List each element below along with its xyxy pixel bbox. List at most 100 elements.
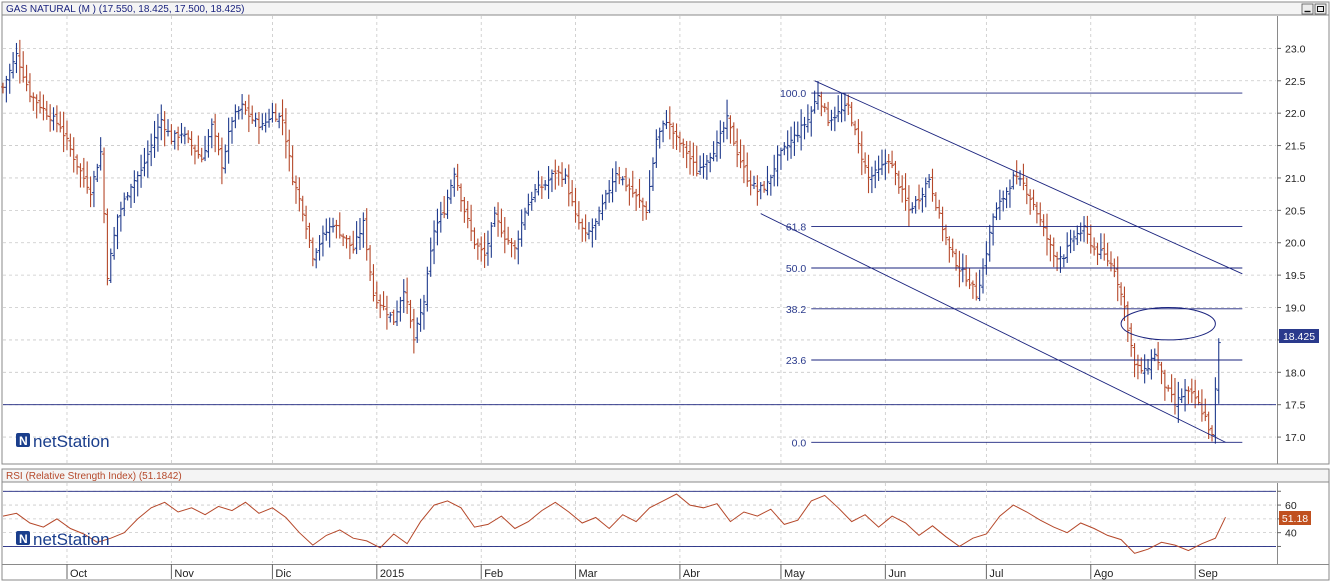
ohlc-bar: [145, 140, 150, 178]
ohlc-bar: [725, 99, 730, 140]
main-minimize-button[interactable]: [1301, 3, 1314, 15]
ohlc-bar: [583, 214, 588, 242]
ohlc-bar: [230, 116, 235, 144]
ohlc-bar: [58, 111, 63, 133]
ohlc-bar: [368, 245, 373, 281]
ohlc-bar: [768, 174, 773, 196]
ohlc-bar: [758, 182, 763, 200]
channel-line-upper: [814, 80, 1243, 275]
price-tick-label: 21.5: [1285, 141, 1306, 153]
ohlc-bar: [374, 281, 379, 309]
main-panel-title: GAS NATURAL (M ) (17.550, 18.425, 17.500…: [6, 4, 244, 15]
rsi-watermark-text: netStation: [33, 530, 110, 549]
ohlc-bar: [455, 163, 460, 191]
ohlc-bar: [1041, 214, 1046, 237]
ohlc-bar: [603, 189, 608, 210]
ohlc-bar: [371, 264, 376, 302]
ohlc-bar: [388, 312, 393, 323]
ohlc-bar: [1196, 390, 1201, 406]
rsi-last-value-label: 51.18: [1279, 511, 1311, 525]
ohlc-bar: [533, 184, 538, 203]
ohlc-bar: [267, 108, 272, 128]
ohlc-bar: [448, 179, 453, 204]
ohlc-bar: [711, 141, 716, 162]
rsi-panel-titlebar: [1, 468, 1330, 483]
fibonacci-level-label: 100.0: [780, 88, 806, 100]
ohlc-bar: [1129, 323, 1134, 357]
ohlc-bar: [832, 106, 837, 132]
ohlc-bar: [24, 64, 29, 92]
ohlc-bar: [98, 137, 103, 171]
fibonacci-level-label: 23.6: [786, 355, 807, 367]
ohlc-bar: [91, 170, 96, 208]
ohlc-bar: [984, 241, 989, 275]
month-label: Oct: [70, 568, 87, 580]
ohlc-bar: [1068, 229, 1073, 254]
ohlc-bar: [405, 277, 410, 314]
ohlc-bar: [738, 139, 743, 169]
ohlc-bar: [310, 237, 315, 267]
ohlc-bar: [172, 130, 177, 150]
ohlc-bar: [219, 137, 224, 185]
month-label: Dic: [275, 568, 291, 580]
ohlc-bar: [1186, 386, 1191, 404]
ohlc-bar: [128, 183, 133, 208]
ohlc-bar: [186, 130, 191, 144]
ohlc-bar: [314, 248, 319, 269]
ohlc-bar: [1011, 171, 1016, 190]
month-label: Jun: [888, 568, 906, 580]
ohlc-bar: [273, 103, 278, 122]
ohlc-bar: [893, 160, 898, 186]
ohlc-bar: [1156, 341, 1161, 371]
ohlc-bar: [331, 217, 336, 233]
ohlc-bar: [607, 180, 612, 203]
ohlc-bar: [819, 91, 824, 117]
ohlc-bar: [1146, 359, 1151, 375]
ohlc-bar: [657, 127, 662, 149]
fibonacci-level-label: 38.2: [786, 304, 807, 316]
ohlc-bar: [78, 163, 83, 188]
price-tick-label: 20.0: [1285, 238, 1306, 250]
ohlc-bar: [701, 153, 706, 179]
ohlc-bar: [1203, 398, 1208, 422]
ohlc-bar: [11, 52, 16, 79]
ohlc-bar: [826, 101, 831, 127]
ohlc-bar: [994, 202, 999, 221]
svg-text:N: N: [19, 434, 28, 448]
main-watermark-text: netStation: [33, 432, 110, 451]
ohlc-bar: [54, 105, 59, 133]
month-label: Mar: [579, 568, 598, 580]
ohlc-bar: [943, 224, 948, 246]
ohlc-bar: [782, 142, 787, 156]
ohlc-bar: [149, 133, 154, 167]
ohlc-bar: [967, 267, 972, 290]
ohlc-bar: [307, 222, 312, 248]
ohlc-bar: [839, 93, 844, 123]
ohlc-bar: [762, 180, 767, 193]
ohlc-bar: [846, 94, 851, 116]
ohlc-bar: [51, 107, 56, 131]
price-tick-label: 23.0: [1285, 43, 1306, 55]
ohlc-bar: [930, 168, 935, 202]
ohlc-bar: [1004, 187, 1009, 209]
month-label: 2015: [380, 568, 404, 580]
ohlc-bar: [253, 112, 258, 127]
x-axis-ticks: Oct Nov Dic 2015 Feb Mar Abr May Jun Jul Ago Sep: [66, 564, 1218, 580]
price-tick-label: 17.0: [1285, 432, 1306, 444]
ohlc-bar: [81, 157, 86, 188]
main-restore-button[interactable]: [1314, 3, 1327, 15]
ohlc-bar: [681, 138, 686, 159]
ohlc-bar: [445, 189, 450, 219]
y-axis-ticks: 17.0 17.5 18.0 19.0 19.5 20.0 20.5 21.0 21.5 22.0…: [1277, 43, 1306, 547]
main-panel-titlebar: [1, 1, 1330, 16]
price-tick-label: 22.0: [1285, 108, 1306, 120]
price-tick-label: 19.5: [1285, 270, 1306, 282]
ohlc-bar: [772, 154, 777, 187]
ohlc-bar: [118, 201, 123, 232]
ohlc-bar: [1142, 354, 1147, 384]
ohlc-bar: [1082, 216, 1087, 242]
ohlc-bar: [485, 230, 490, 266]
ohlc-bar: [644, 201, 649, 220]
ohlc-bars: [1, 39, 1221, 444]
